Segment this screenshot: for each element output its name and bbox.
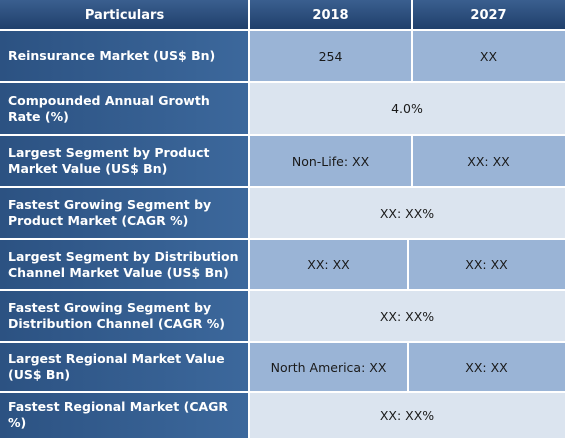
grid-line <box>411 0 413 30</box>
grid-line <box>407 239 409 290</box>
row-fastest-product-segment-value: XX: XX% <box>249 187 565 239</box>
header-2027: 2027 <box>412 0 565 30</box>
row-label-fastest-regional-market: Fastest Regional Market (CAGR %) <box>0 392 249 438</box>
row-largest-product-segment-2018: Non-Life: XX <box>249 135 412 187</box>
header-particulars: Particulars <box>0 0 249 30</box>
row-label-cagr: Compounded Annual Growth Rate (%) <box>0 82 249 135</box>
row-label-reinsurance-market: Reinsurance Market (US$ Bn) <box>0 30 249 82</box>
row-cagr-value: 4.0% <box>249 82 565 135</box>
row-reinsurance-market-2027: XX <box>412 30 565 82</box>
row-label-largest-distribution-segment: Largest Segment by Distribution Channel … <box>0 239 249 290</box>
row-reinsurance-market-2018: 254 <box>249 30 412 82</box>
row-largest-regional-market-2027: XX: XX <box>408 342 565 392</box>
grid-line <box>0 391 565 393</box>
row-largest-distribution-segment-2018: XX: XX <box>249 239 408 290</box>
row-label-largest-product-segment: Largest Segment by Product Market Value … <box>0 135 249 187</box>
grid-line <box>248 0 250 438</box>
row-fastest-regional-market-value: XX: XX% <box>249 392 565 438</box>
row-fastest-distribution-segment-value: XX: XX% <box>249 290 565 342</box>
grid-line <box>0 81 565 83</box>
row-largest-regional-market-2018: North America: XX <box>249 342 408 392</box>
row-largest-distribution-segment-2027: XX: XX <box>408 239 565 290</box>
grid-line <box>0 341 565 343</box>
grid-line <box>0 238 565 240</box>
header-2018: 2018 <box>249 0 412 30</box>
grid-line <box>0 29 565 31</box>
grid-line <box>411 135 413 187</box>
grid-line <box>0 289 565 291</box>
row-label-largest-regional-market: Largest Regional Market Value (US$ Bn) <box>0 342 249 392</box>
row-label-fastest-distribution-segment: Fastest Growing Segment by Distribution … <box>0 290 249 342</box>
grid-line <box>411 30 413 82</box>
grid-line <box>0 134 565 136</box>
row-largest-product-segment-2027: XX: XX <box>412 135 565 187</box>
grid-line <box>407 342 409 392</box>
grid-line <box>0 186 565 188</box>
row-label-fastest-product-segment: Fastest Growing Segment by Product Marke… <box>0 187 249 239</box>
